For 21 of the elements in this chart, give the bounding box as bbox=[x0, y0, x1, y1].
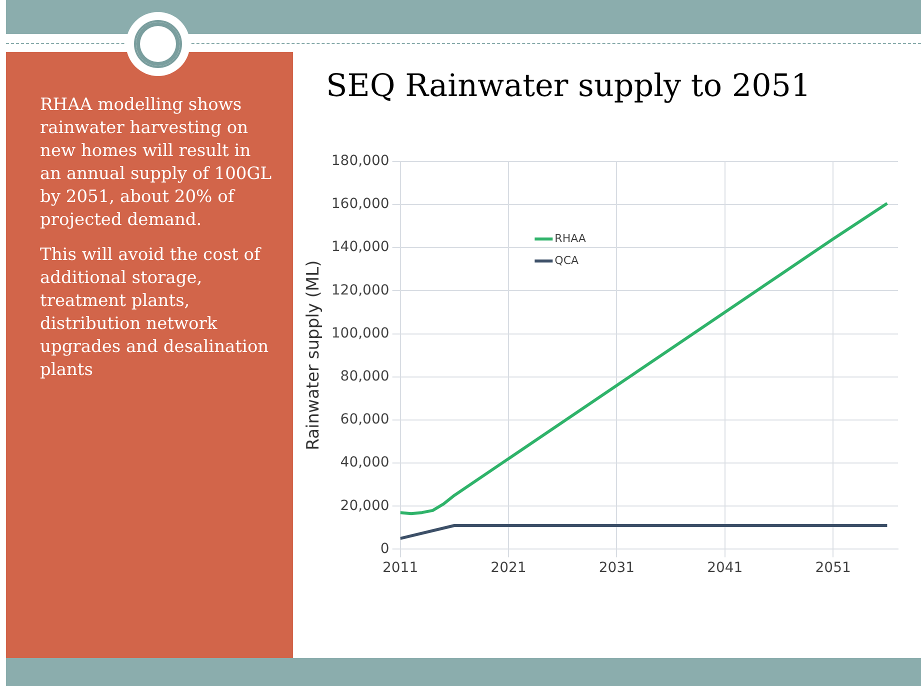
x-tick-label: 2021 bbox=[490, 560, 526, 576]
y-tick-label: 80,000 bbox=[340, 368, 390, 384]
legend-label: QCA bbox=[554, 254, 580, 267]
x-tick-label: 2011 bbox=[382, 560, 418, 576]
x-tick-label: 2051 bbox=[815, 560, 851, 576]
y-tick-label: 20,000 bbox=[340, 498, 390, 514]
text: RHAA modelling shows rainwater harvesting on new homes will result in an annual supply of 100GL by 2051, about 20% of projected demand. bbox=[40, 94, 273, 232]
x-tick-label: 2031 bbox=[598, 560, 635, 576]
y-tick-label: 140,000 bbox=[331, 239, 390, 256]
chart-title: SEQ Rainwater supply to 2051 bbox=[326, 68, 811, 104]
y-tick-label: 180,000 bbox=[331, 153, 390, 170]
x-tick-label: 2041 bbox=[707, 560, 743, 576]
y-tick-label: 40,000 bbox=[340, 454, 390, 471]
y-tick-label: 100,000 bbox=[331, 325, 390, 342]
y-tick-label: 60,000 bbox=[340, 412, 390, 428]
text: This will avoid the cost of additional storage, treatment plants, distribution network upgrades and desalination plants bbox=[40, 244, 270, 382]
legend-label: RHAA bbox=[554, 232, 586, 245]
y-axis-title: Rainwater supply (ML) bbox=[304, 260, 324, 450]
y-tick-label: 120,000 bbox=[331, 282, 390, 298]
y-tick-label: 0 bbox=[380, 540, 390, 557]
y-tick-label: 160,000 bbox=[331, 196, 390, 212]
